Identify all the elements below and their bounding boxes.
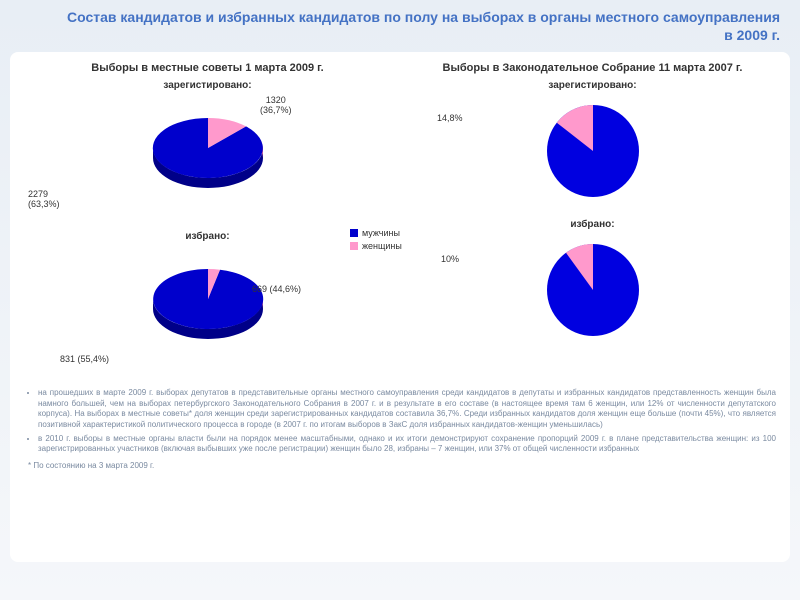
- legend-item-women: женщины: [350, 241, 402, 251]
- legend-swatch-women: [350, 242, 358, 250]
- men-elect-label: 831 (55,4%): [60, 354, 109, 364]
- right-reg-women-label: 14,8%: [437, 113, 463, 123]
- men-reg-label: 2279(63,3%): [28, 189, 60, 209]
- right-reg-label: зарегистировано:: [405, 80, 780, 91]
- right-elect-label: избрано:: [405, 219, 780, 230]
- left-elected-chart: 669 (44,6%) 831 (55,4%): [20, 244, 395, 380]
- legend-label-women: женщины: [362, 241, 402, 251]
- legend-swatch-men: [350, 229, 358, 237]
- left-elect-label: избрано:: [20, 231, 395, 242]
- right-subtitle: Выборы в Законодательное Собрание 11 мар…: [405, 62, 780, 74]
- body-text: на прошедших в марте 2009 г. выборах деп…: [20, 388, 780, 454]
- left-reg-label: зарегистировано:: [20, 80, 395, 91]
- legend-label-men: мужчины: [362, 228, 400, 238]
- right-column: Выборы в Законодательное Собрание 11 мар…: [405, 60, 780, 380]
- right-elected-chart: 10%: [405, 232, 780, 356]
- women-reg-label: 1320(36,7%): [260, 95, 292, 115]
- legend: мужчины женщины: [350, 228, 402, 254]
- left-subtitle: Выборы в местные советы 1 марта 2009 г.: [20, 62, 395, 74]
- left-column: Выборы в местные советы 1 марта 2009 г. …: [20, 60, 395, 380]
- legend-item-men: мужчины: [350, 228, 402, 238]
- right-elect-women-label: 10%: [441, 254, 459, 264]
- left-registered-chart: 1320(36,7%) 2279(63,3%): [20, 93, 395, 229]
- page-title: Состав кандидатов и избранных кандидатов…: [0, 0, 800, 48]
- body-p1: на прошедших в марте 2009 г. выборах деп…: [38, 388, 776, 430]
- women-elect-label: 669 (44,6%): [252, 284, 301, 294]
- footnote: * По состоянию на 3 марта 2009 г.: [20, 461, 780, 470]
- body-p2: в 2010 г. выборы в местные органы власти…: [38, 434, 776, 455]
- right-registered-chart: 14,8%: [405, 93, 780, 217]
- content-panel: Выборы в местные советы 1 марта 2009 г. …: [10, 52, 790, 562]
